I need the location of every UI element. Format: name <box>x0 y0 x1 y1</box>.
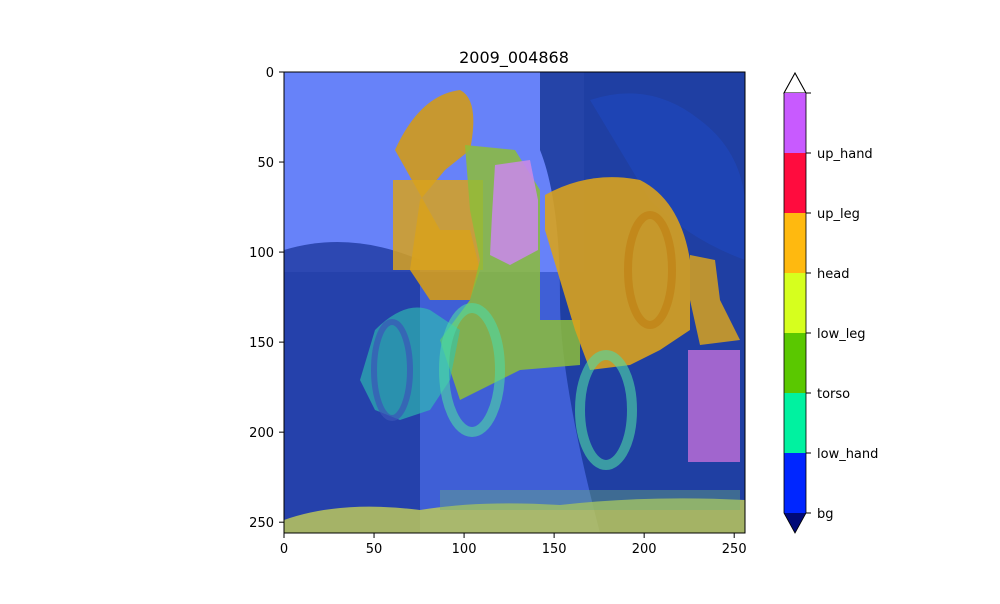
colorbar-label: bg <box>817 507 834 522</box>
colorbar-label: up_hand <box>817 147 873 162</box>
x-tick-label: 250 <box>722 542 747 557</box>
axes-frame <box>283 71 746 534</box>
colorbar-label: low_leg <box>817 327 866 342</box>
x-tick-label: 0 <box>280 542 288 557</box>
colorbar-segment <box>784 393 806 453</box>
colorbar-segment <box>784 93 806 153</box>
colorbar-under-arrow <box>784 513 806 533</box>
foliage-region <box>590 93 745 260</box>
torso-region <box>440 145 580 400</box>
colorbar-over-arrow <box>783 71 807 94</box>
wheel-right-rider2 <box>624 211 676 329</box>
up-hand-region-2 <box>688 350 740 462</box>
y-tick-label: 250 <box>249 516 274 531</box>
up-hand-region-1 <box>490 160 538 265</box>
colorbar-label: low_hand <box>817 447 878 462</box>
y-axis: 0 50 100 150 200 250 <box>249 66 284 531</box>
head-region-right <box>690 255 740 345</box>
x-tick-label: 100 <box>452 542 477 557</box>
ground-noise <box>440 490 740 510</box>
rider1-body-region <box>393 180 483 270</box>
ground-strip <box>284 498 745 533</box>
y-tick-label: 50 <box>257 156 274 171</box>
y-tick-label: 100 <box>249 246 274 261</box>
y-tick-label: 150 <box>249 336 274 351</box>
wheel-front-left <box>439 303 505 437</box>
segmentation-image <box>284 72 745 533</box>
y-tick-label: 0 <box>266 66 274 81</box>
x-tick-label: 50 <box>366 542 383 557</box>
colorbar-segment <box>784 453 806 513</box>
wheel-left <box>371 319 413 421</box>
colorbar-segment <box>784 273 806 333</box>
colorbar-segment <box>784 153 806 213</box>
colorbar-segment <box>784 213 806 273</box>
x-axis: 0 50 100 150 200 250 <box>280 533 747 557</box>
x-tick-label: 150 <box>542 542 567 557</box>
colorbar-label: torso <box>817 387 850 402</box>
trees-left-region <box>284 242 420 533</box>
colorbar-label: head <box>817 267 849 282</box>
y-tick-label: 200 <box>249 426 274 441</box>
figure-title: 2009_004868 <box>459 48 569 67</box>
x-tick-label: 200 <box>632 542 657 557</box>
colorbar-segment <box>784 333 806 393</box>
colorbar: bg low_hand torso low_leg head up_leg up_hand <box>783 71 878 534</box>
wheel-front-right <box>575 350 637 470</box>
colorbar-label: up_leg <box>817 207 860 222</box>
